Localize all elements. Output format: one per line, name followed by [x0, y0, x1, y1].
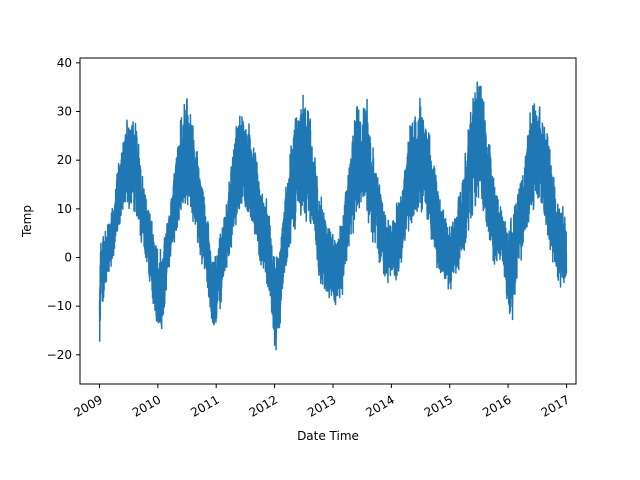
temp-series-line	[98, 81, 568, 351]
x-tick-label: 2013	[305, 392, 338, 419]
plot-frame	[79, 57, 577, 385]
y-tick-label: 0	[64, 250, 72, 264]
y-tick-label: −20	[47, 348, 72, 362]
x-axis-title: Date Time	[297, 429, 359, 443]
y-tick-label: 30	[57, 105, 72, 119]
x-tick-label: 2016	[480, 392, 513, 419]
series-layer	[98, 81, 568, 351]
x-tick-label: 2017	[539, 392, 572, 419]
y-tick-label: 40	[57, 56, 72, 70]
y-axis-title: Temp	[20, 205, 34, 238]
x-tick-label: 2014	[363, 392, 396, 419]
y-tick-label: −10	[47, 299, 72, 313]
x-tick-label: 2009	[72, 392, 105, 419]
x-tick-label: 2015	[422, 392, 455, 419]
x-tick-label: 2011	[188, 392, 221, 419]
y-axis: −20 −10 0 10 20 30 40	[47, 56, 80, 362]
y-tick-label: 10	[57, 202, 72, 216]
x-tick-label: 2010	[130, 392, 163, 419]
x-tick-label: 2012	[247, 392, 280, 419]
x-axis: 2009 2010 2011 2012 2013 2014 2015 2016 2017	[72, 384, 572, 420]
y-tick-label: 20	[57, 153, 72, 167]
